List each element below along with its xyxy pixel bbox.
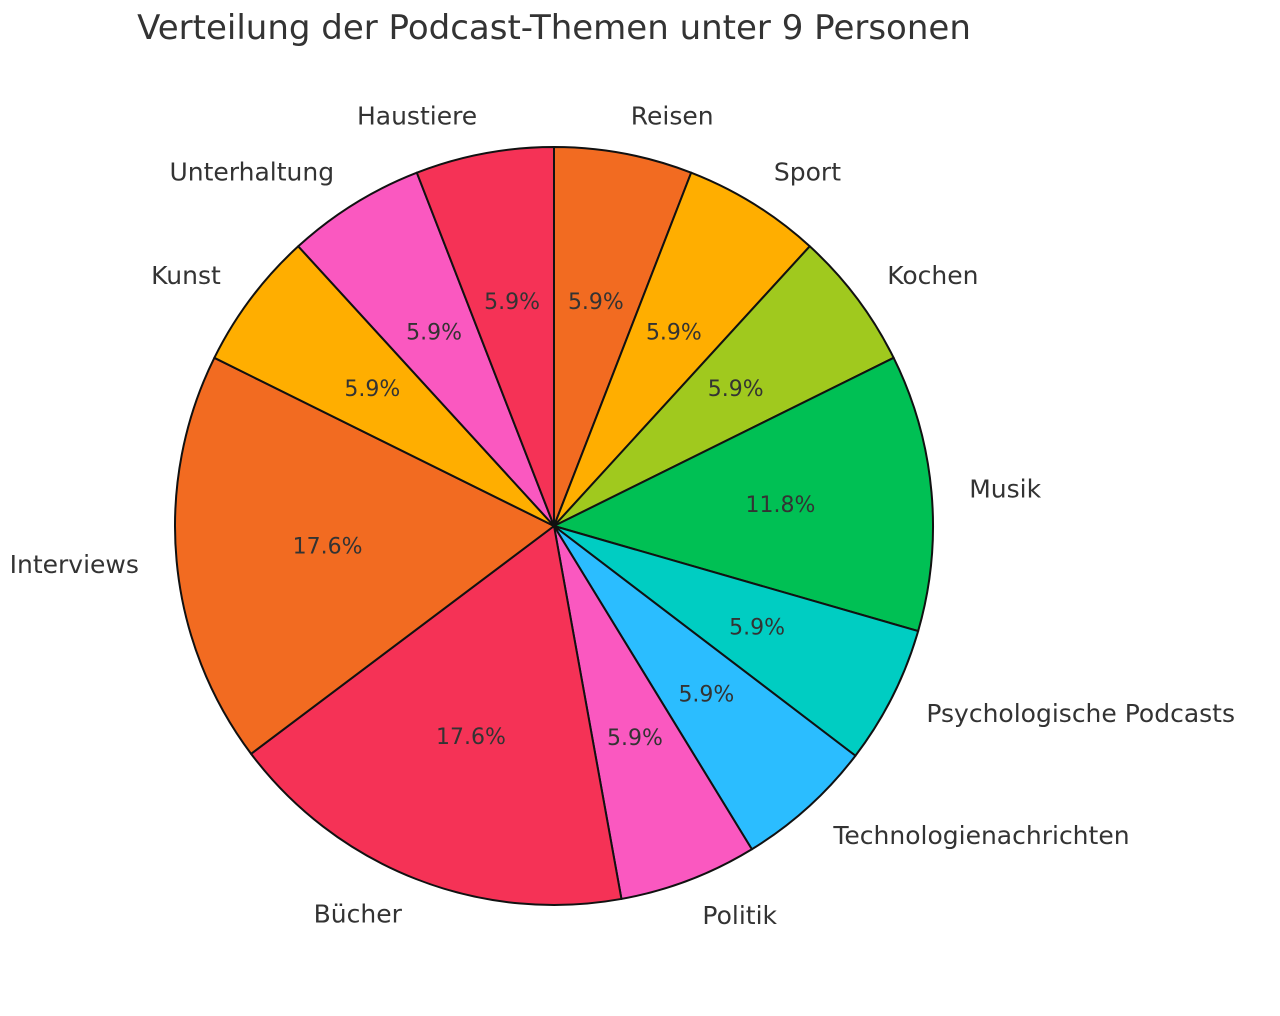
category-label-sport: Sport [774,157,841,186]
category-label-haustiere: Haustiere [357,102,477,131]
pie-slices [174,146,934,906]
percent-label-reisen: 5.9% [568,290,624,315]
category-label-kochen: Kochen [887,261,978,290]
category-label-politik: Politik [702,901,777,930]
pie-slice-bücher [250,525,623,906]
percent-label-unterhaltung: 5.9% [406,320,462,345]
percent-label-psychologische-podcasts: 5.9% [729,616,785,641]
percent-label-kochen: 5.9% [708,377,764,402]
category-label-unterhaltung: Unterhaltung [169,157,334,186]
pie-slice-musik [553,356,934,633]
pie-slice-reisen [553,146,693,527]
percent-label-interviews: 17.6% [293,535,363,560]
pie-slice-interviews [174,356,555,755]
category-label-psychologische-podcasts: Psychologische Podcasts [926,699,1235,728]
pie-slice-sport [553,171,811,527]
pie-slice-technologienachrichten [553,525,857,851]
percent-label-politik: 5.9% [607,726,663,751]
pie-slice-haustiere [415,146,555,527]
category-labels: Reisen Sport Kochen Musik Psychologische Pod… [10,102,1235,930]
category-label-interviews: Interviews [10,550,139,579]
percent-label-sport: 5.9% [646,320,702,345]
pie-slice-unterhaltung [297,171,555,527]
category-label-bücher: Bücher [314,900,403,929]
percent-label-haustiere: 5.9% [484,290,540,315]
percent-label-technologienachrichten: 5.9% [678,682,734,707]
category-label-reisen: Reisen [631,102,714,131]
pie-slice-psychologische-podcasts [553,525,920,757]
category-label-technologienachrichten: Technologienachrichten [832,821,1129,850]
category-label-kunst: Kunst [151,261,221,290]
pie-slice-kochen [553,245,895,527]
pie-slice-kunst [213,245,555,527]
percent-label-kunst: 5.9% [344,377,400,402]
pie-slice-politik [553,525,753,900]
chart-title: Verteilung der Podcast-Themen unter 9 Pe… [137,8,971,48]
category-label-musik: Musik [969,474,1041,503]
percent-label-bücher: 17.6% [436,725,506,750]
percent-label-musik: 11.8% [746,493,816,518]
percent-labels: 5.9% 5.9% 5.9% 11.8% 5.9% 5.9% 5.9% 17.6% 17.6% 5… [293,290,816,751]
